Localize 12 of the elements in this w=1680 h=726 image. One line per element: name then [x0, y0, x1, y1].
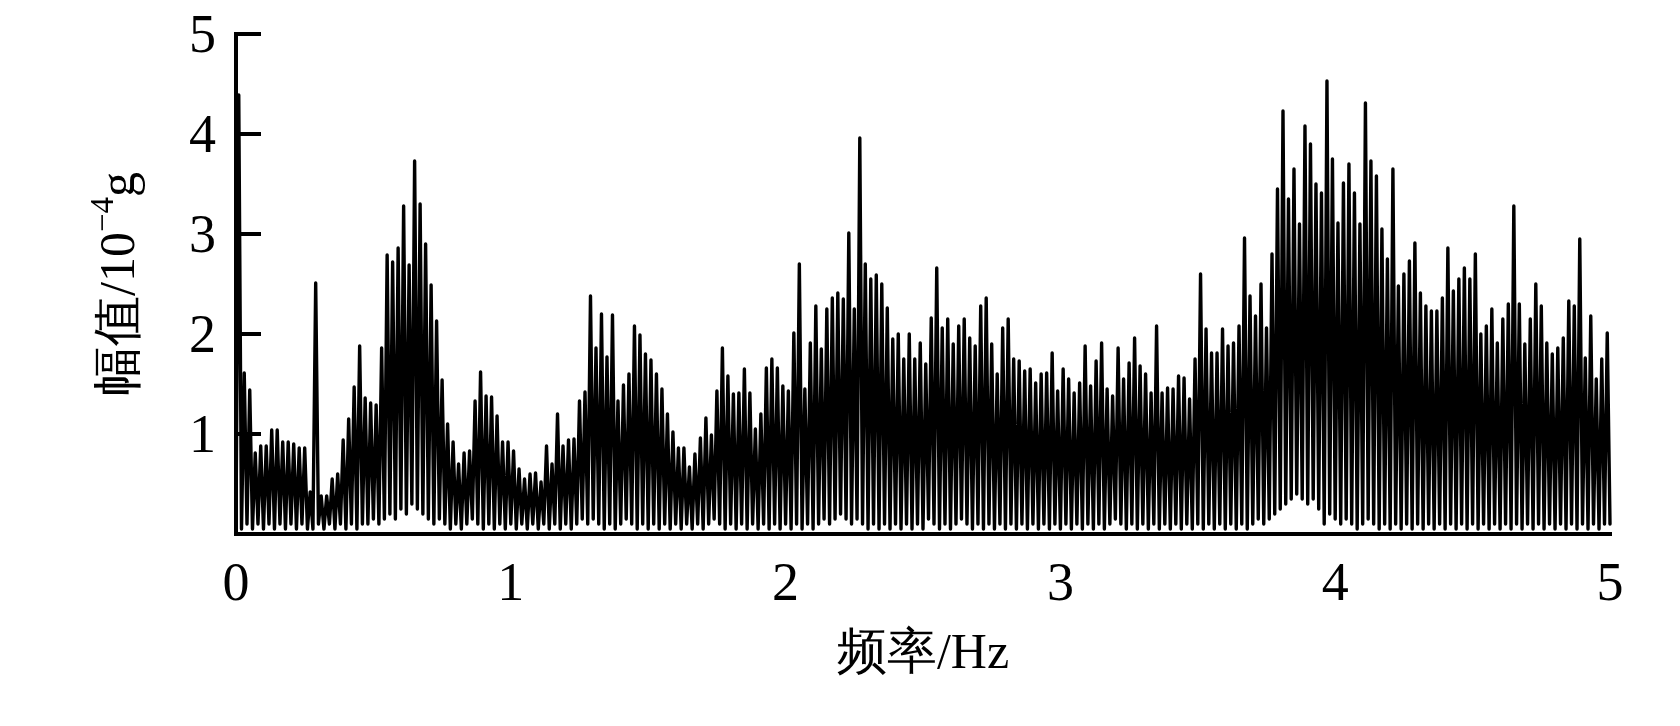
y-tick-label: 2	[189, 304, 216, 365]
x-tick-label: 0	[222, 552, 250, 612]
y-tick-label: 3	[189, 204, 216, 265]
x-tick-label: 2	[772, 552, 800, 612]
y-tick-label: 4	[189, 104, 216, 165]
y-tick-label: 5	[189, 4, 216, 65]
x-axis-title: 频率/Hz	[836, 623, 1010, 679]
x-tick-label: 5	[1596, 552, 1624, 612]
x-tick-label: 4	[1321, 552, 1349, 612]
y-tick-label: 1	[189, 404, 216, 465]
x-tick-label: 1	[497, 552, 525, 612]
x-tick-label: 3	[1046, 552, 1074, 612]
